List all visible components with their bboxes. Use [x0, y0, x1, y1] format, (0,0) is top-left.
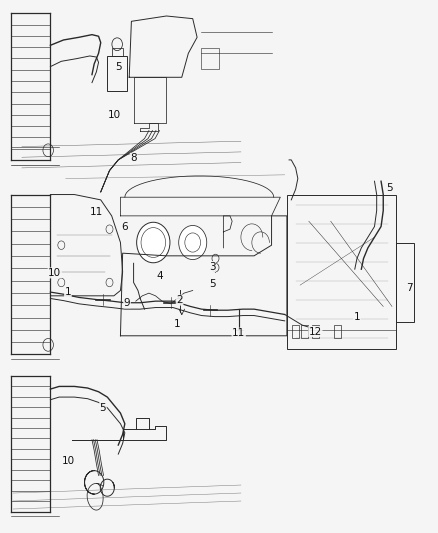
Text: 10: 10 [48, 268, 61, 278]
Text: 7: 7 [406, 283, 413, 293]
Text: 11: 11 [232, 328, 245, 338]
Text: 1: 1 [353, 312, 360, 322]
Bar [334, 325, 341, 338]
Text: 9: 9 [124, 298, 131, 308]
Text: 5: 5 [99, 403, 106, 413]
Text: 8: 8 [130, 154, 137, 163]
Bar [201, 48, 219, 69]
Text: 3: 3 [209, 262, 216, 271]
Text: 11: 11 [90, 207, 103, 216]
Text: 10: 10 [107, 110, 120, 119]
Text: 1: 1 [174, 319, 181, 329]
Text: 1: 1 [64, 287, 71, 297]
Text: 6: 6 [121, 222, 128, 231]
Text: 12: 12 [309, 327, 322, 336]
Text: 5: 5 [386, 183, 393, 192]
Text: 5: 5 [209, 279, 216, 288]
Text: 10: 10 [61, 456, 74, 466]
Text: 4: 4 [156, 271, 163, 280]
Bar [107, 56, 127, 91]
Circle shape [137, 222, 170, 263]
Bar [301, 325, 308, 338]
Bar [112, 48, 123, 56]
Text: 2: 2 [176, 295, 183, 305]
Bar [292, 325, 299, 338]
Bar [312, 325, 319, 338]
Circle shape [179, 225, 207, 260]
Bar [396, 243, 414, 322]
Text: 5: 5 [115, 62, 122, 71]
Bar [287, 195, 396, 349]
